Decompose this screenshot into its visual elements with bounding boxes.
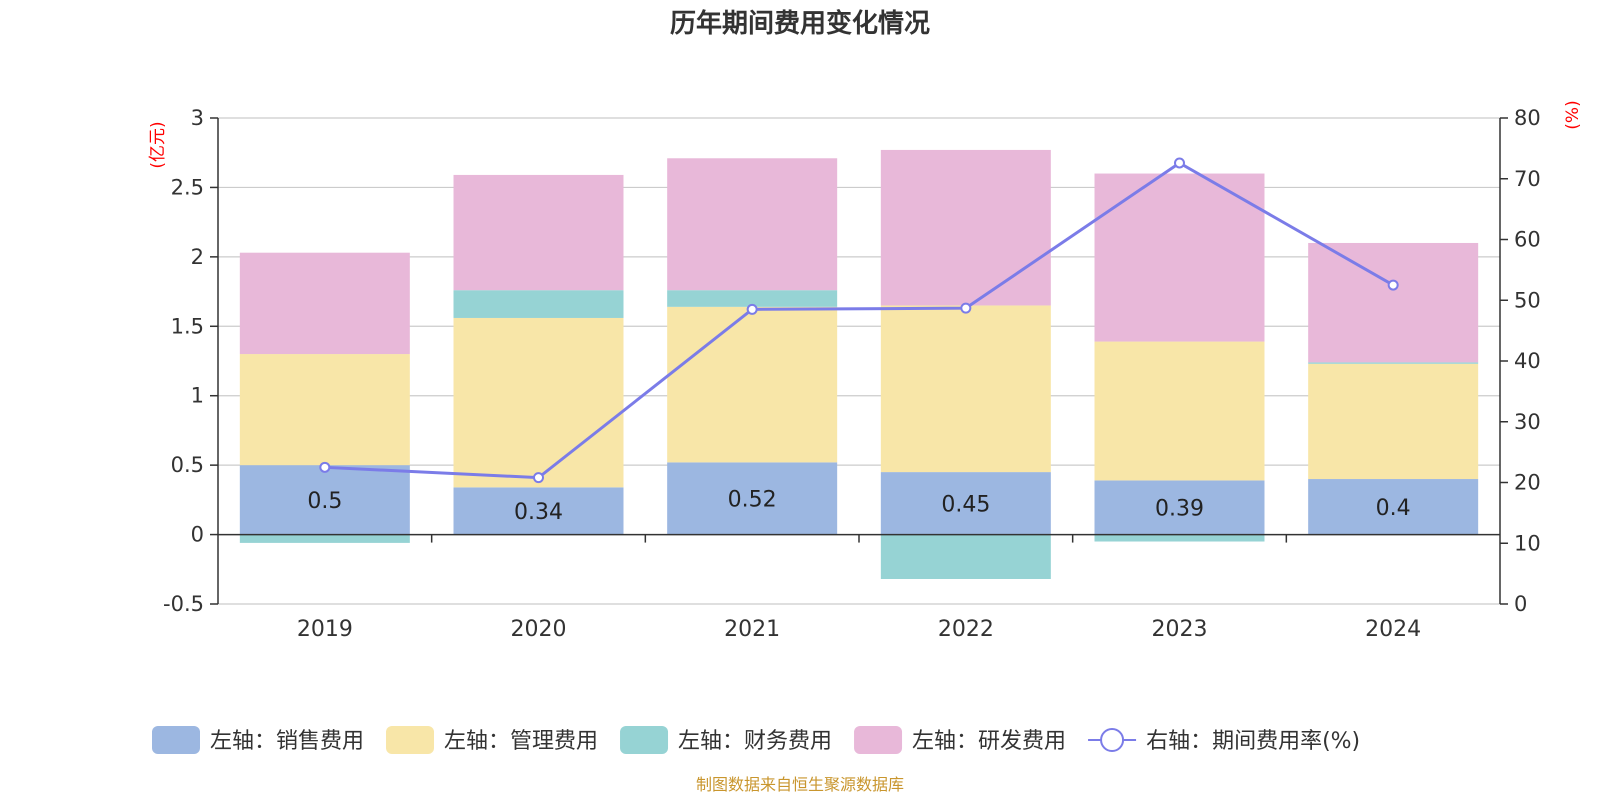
- bar-2024-series-3: [1308, 242, 1479, 363]
- category-label: 2020: [511, 617, 567, 642]
- axes: 3 2.5 2 1.5 1 0.5 0 -0.5 80 70 60 50 40 30 20 10 0 2019 20…: [163, 106, 1541, 642]
- bar-2024-series-1: [1308, 363, 1479, 480]
- right-axis-tick-label: 30: [1514, 410, 1541, 434]
- rate-point-2023: [1174, 157, 1185, 169]
- bar-2021-series-2: [667, 290, 838, 307]
- bars: [239, 149, 1479, 580]
- left-axis-tick-label: 0: [191, 523, 204, 547]
- bar-2019-series-0: [239, 465, 410, 535]
- bar-2019-series-3: [239, 252, 410, 355]
- category-label: 2021: [724, 617, 780, 642]
- right-axis-unit: (%): [1563, 100, 1583, 129]
- sales-data-label: 0.4: [1376, 496, 1411, 521]
- rate-line-layer: [319, 157, 1399, 484]
- left-axis-tick-label: 0.5: [171, 453, 204, 477]
- bar-2022-series-2: [880, 534, 1051, 580]
- bar-2019-series-1: [239, 354, 410, 466]
- left-axis-unit: (亿元): [148, 121, 168, 168]
- bar-2022-series-0: [880, 472, 1051, 535]
- legend-line-marker: [1100, 728, 1125, 752]
- right-axis-tick-label: 20: [1514, 471, 1541, 495]
- grid-lines: [218, 117, 1500, 605]
- sales-data-label: 0.5: [307, 489, 342, 514]
- bar-2021-series-3: [667, 158, 838, 291]
- right-axis-tick-label: 10: [1514, 531, 1541, 555]
- bar-2022-series-1: [880, 305, 1051, 473]
- sales-data-label: 0.39: [1155, 496, 1204, 521]
- legend-swatch-1: [386, 726, 435, 754]
- right-axis-tick-label: 0: [1514, 592, 1527, 616]
- chart-title: 历年期间费用变化情况: [670, 8, 930, 39]
- legend-label-2: 左轴：财务费用: [678, 729, 832, 754]
- legend-label-1: 左轴：管理费用: [444, 729, 598, 754]
- bar-2019-series-2: [239, 534, 410, 543]
- category-label: 2024: [1365, 617, 1421, 642]
- rate-point-2022: [960, 302, 972, 314]
- legend-swatch-3: [854, 726, 903, 754]
- left-axis-tick-label: 2: [191, 245, 204, 269]
- bar-2023-series-1: [1094, 341, 1265, 481]
- bar-2022-series-3: [880, 149, 1051, 306]
- legend-label-3: 左轴：研发费用: [912, 729, 1066, 754]
- rate-line: [324, 161, 1394, 480]
- left-axis-tick-label: 1.5: [171, 314, 204, 338]
- bar-2021-series-1: [667, 306, 838, 463]
- legend-label-line: 右轴：期间费用率(%): [1146, 729, 1360, 754]
- right-axis-tick-label: 60: [1514, 228, 1541, 252]
- legend-swatch-0: [152, 726, 200, 754]
- right-axis-tick-label: 70: [1514, 167, 1541, 191]
- category-label: 2022: [938, 617, 994, 642]
- sales-data-label: 0.52: [728, 487, 777, 512]
- legend-swatch-2: [620, 726, 669, 754]
- left-axis-tick-label: -0.5: [163, 592, 204, 616]
- right-axis-tick-label: 50: [1514, 288, 1541, 312]
- category-label: 2023: [1152, 617, 1208, 642]
- legend: 左轴：销售费用 左轴：管理费用 左轴：财务费用 左轴：研发费用 右轴：期间费用率(%): [152, 726, 1360, 754]
- left-axis-tick-label: 2.5: [171, 175, 204, 199]
- left-axis-tick-label: 1: [191, 384, 204, 408]
- left-axis-tick-label: 3: [191, 106, 204, 130]
- source-note: 制图数据来自恒生聚源数据库: [696, 775, 904, 794]
- bar-2024-series-0: [1308, 479, 1479, 535]
- bar-2020-series-1: [453, 317, 624, 488]
- bar-2020-series-2: [453, 290, 624, 318]
- bar-2023-series-0: [1094, 480, 1265, 535]
- bar-2020-series-3: [453, 174, 624, 291]
- data-labels: 0.5 0.34 0.52 0.45 0.39 0.4: [307, 487, 1410, 524]
- sales-data-label: 0.45: [941, 492, 990, 517]
- sales-data-label: 0.34: [514, 500, 563, 525]
- bar-2021-series-0: [667, 462, 838, 535]
- right-axis-tick-label: 80: [1514, 106, 1541, 130]
- category-label: 2019: [297, 617, 353, 642]
- legend-label-0: 左轴：销售费用: [210, 729, 364, 754]
- bar-2024-series-2: [1308, 362, 1479, 364]
- bar-2020-series-0: [453, 487, 624, 535]
- right-axis-tick-label: 40: [1514, 349, 1541, 373]
- rate-point-2021: [746, 303, 758, 315]
- rate-point-2024: [1387, 279, 1399, 291]
- rate-point-2020: [533, 472, 544, 484]
- bar-2023-series-3: [1094, 173, 1265, 342]
- rate-point-2019: [319, 461, 331, 473]
- bar-2023-series-2: [1094, 534, 1265, 542]
